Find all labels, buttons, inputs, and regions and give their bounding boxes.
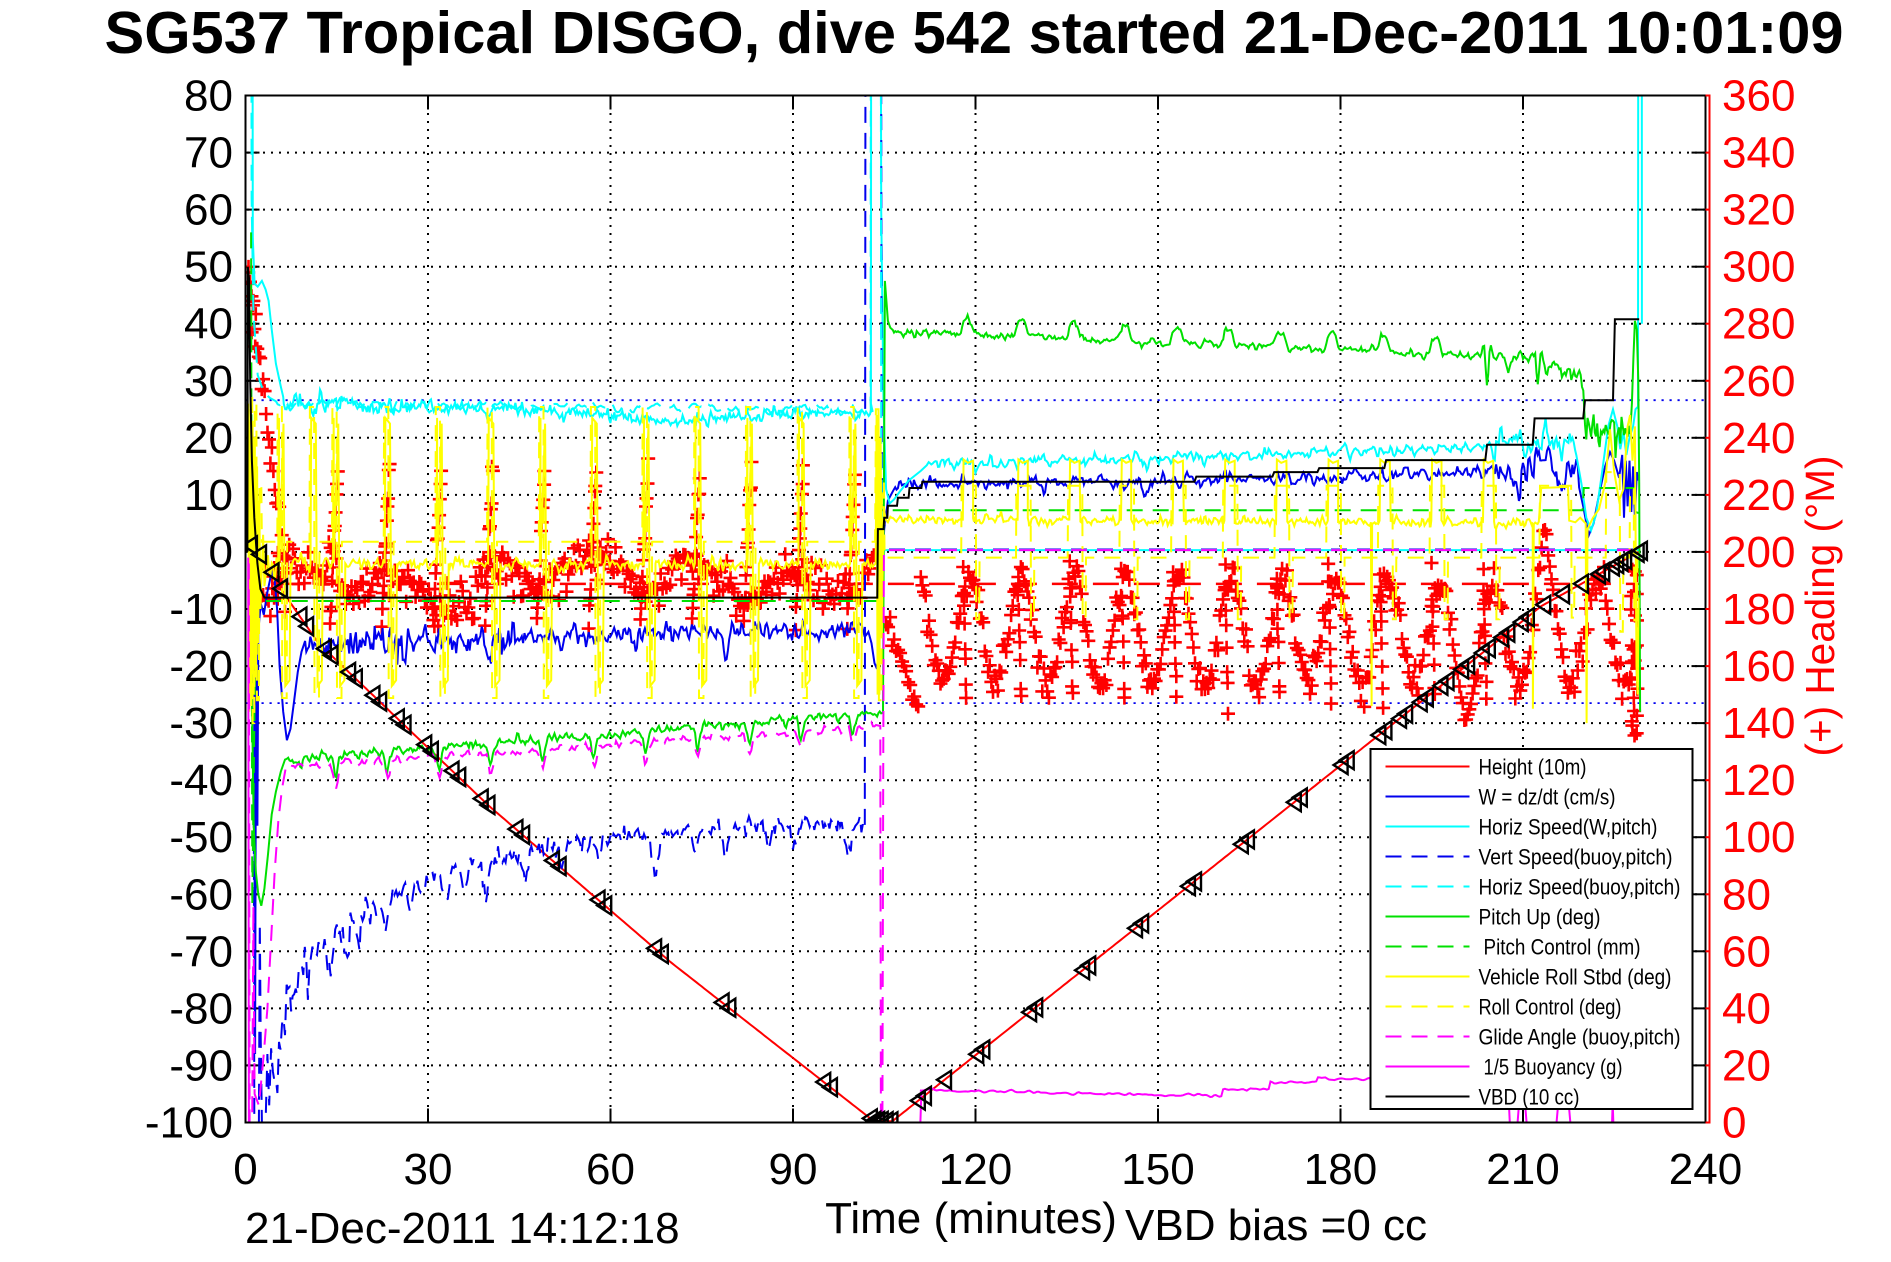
svg-text:100: 100 bbox=[1722, 813, 1795, 862]
svg-text:(+) Heading (°M): (+) Heading (°M) bbox=[1797, 456, 1843, 757]
svg-text:0: 0 bbox=[1722, 1099, 1746, 1148]
svg-text:-80: -80 bbox=[169, 984, 233, 1033]
svg-text:-20: -20 bbox=[169, 642, 233, 691]
svg-text:SG537 Tropical DISGO, dive 542: SG537 Tropical DISGO, dive 542 started 2… bbox=[104, 0, 1843, 66]
svg-text:Horiz Speed(W,pitch): Horiz Speed(W,pitch) bbox=[1479, 815, 1658, 840]
svg-text:Horiz Speed(buoy,pitch): Horiz Speed(buoy,pitch) bbox=[1479, 875, 1681, 900]
svg-text:0: 0 bbox=[233, 1145, 257, 1194]
svg-text:VBD bias =0 cc: VBD bias =0 cc bbox=[1125, 1201, 1427, 1250]
svg-text:1/5 Buoyancy (g): 1/5 Buoyancy (g) bbox=[1484, 1055, 1623, 1080]
svg-text:160: 160 bbox=[1722, 642, 1795, 691]
svg-text:180: 180 bbox=[1722, 585, 1795, 634]
svg-text:30: 30 bbox=[184, 357, 233, 406]
svg-text:320: 320 bbox=[1722, 186, 1795, 235]
svg-text:20: 20 bbox=[184, 414, 233, 463]
svg-text:40: 40 bbox=[1722, 984, 1771, 1033]
svg-text:50: 50 bbox=[184, 243, 233, 292]
svg-text:80: 80 bbox=[1722, 870, 1771, 919]
svg-text:120: 120 bbox=[1722, 756, 1795, 805]
svg-text:Pitch Control (mm): Pitch Control (mm) bbox=[1484, 935, 1641, 960]
svg-text:30: 30 bbox=[404, 1145, 453, 1194]
svg-text:Height (10m): Height (10m) bbox=[1479, 755, 1587, 780]
svg-text:180: 180 bbox=[1304, 1145, 1377, 1194]
svg-text:Vehicle Roll Stbd (deg): Vehicle Roll Stbd (deg) bbox=[1479, 965, 1672, 990]
svg-text:70: 70 bbox=[184, 129, 233, 178]
svg-text:220: 220 bbox=[1722, 471, 1795, 520]
svg-text:VBD (10 cc): VBD (10 cc) bbox=[1479, 1085, 1580, 1110]
svg-text:Vert Speed(buoy,pitch): Vert Speed(buoy,pitch) bbox=[1479, 845, 1673, 870]
svg-text:20: 20 bbox=[1722, 1041, 1771, 1090]
svg-text:0: 0 bbox=[209, 528, 233, 577]
svg-text:-50: -50 bbox=[169, 813, 233, 862]
svg-text:240: 240 bbox=[1722, 414, 1795, 463]
svg-text:120: 120 bbox=[939, 1145, 1012, 1194]
svg-text:Pitch Up (deg): Pitch Up (deg) bbox=[1479, 905, 1601, 930]
svg-text:60: 60 bbox=[1722, 927, 1771, 976]
svg-text:260: 260 bbox=[1722, 357, 1795, 406]
svg-text:21-Dec-2011 14:12:18: 21-Dec-2011 14:12:18 bbox=[245, 1204, 680, 1253]
svg-text:60: 60 bbox=[586, 1145, 635, 1194]
svg-text:W = dz/dt (cm/s): W = dz/dt (cm/s) bbox=[1479, 785, 1616, 810]
svg-text:10: 10 bbox=[184, 471, 233, 520]
svg-text:80: 80 bbox=[184, 72, 233, 121]
svg-text:40: 40 bbox=[184, 300, 233, 349]
svg-text:200: 200 bbox=[1722, 528, 1795, 577]
svg-text:240: 240 bbox=[1669, 1145, 1742, 1194]
svg-text:280: 280 bbox=[1722, 300, 1795, 349]
svg-text:90: 90 bbox=[769, 1145, 818, 1194]
svg-text:-90: -90 bbox=[169, 1041, 233, 1090]
svg-text:-70: -70 bbox=[169, 927, 233, 976]
svg-text:-100: -100 bbox=[145, 1099, 233, 1148]
svg-text:-30: -30 bbox=[169, 699, 233, 748]
svg-text:60: 60 bbox=[184, 186, 233, 235]
svg-text:Glide Angle (buoy,pitch): Glide Angle (buoy,pitch) bbox=[1479, 1025, 1681, 1050]
svg-text:Time (minutes): Time (minutes) bbox=[825, 1194, 1117, 1243]
svg-text:Roll Control (deg): Roll Control (deg) bbox=[1479, 995, 1622, 1020]
svg-text:150: 150 bbox=[1121, 1145, 1194, 1194]
svg-text:340: 340 bbox=[1722, 129, 1795, 178]
svg-text:-60: -60 bbox=[169, 870, 233, 919]
svg-text:210: 210 bbox=[1486, 1145, 1559, 1194]
svg-text:300: 300 bbox=[1722, 243, 1795, 292]
svg-text:360: 360 bbox=[1722, 72, 1795, 121]
svg-text:-10: -10 bbox=[169, 585, 233, 634]
svg-text:140: 140 bbox=[1722, 699, 1795, 748]
svg-text:-40: -40 bbox=[169, 756, 233, 805]
